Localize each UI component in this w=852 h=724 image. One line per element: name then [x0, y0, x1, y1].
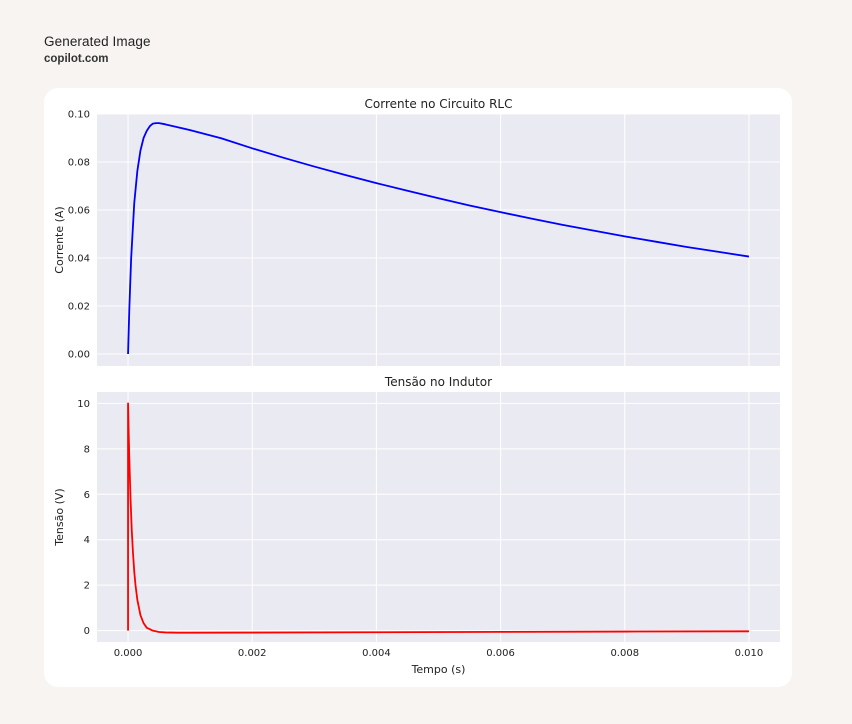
current-plot-area: [97, 114, 780, 366]
voltage-x-tick-label: 0.008: [610, 648, 639, 659]
voltage-plot: 0 2 4 6 8 10 0.000 0.002 0.004 0.006 0.008 0.010 T…: [53, 375, 780, 676]
current-y-tick-label: 0.08: [68, 158, 90, 169]
voltage-x-tick-label: 0.010: [735, 648, 764, 659]
voltage-y-tick-label: 10: [77, 399, 90, 410]
voltage-chart-title: Tensão no Indutor: [384, 375, 492, 389]
header-title: Generated Image: [44, 34, 151, 49]
current-chart-title: Corrente no Circuito RLC: [365, 97, 513, 111]
current-series-line: [127, 122, 750, 355]
current-plot: 0.00 0.02 0.04 0.06 0.08 0.10 Corrente no Cir…: [53, 97, 780, 366]
voltage-x-tick-label: 0.002: [238, 648, 267, 659]
voltage-x-tick-label: 0.004: [362, 648, 391, 659]
current-series: [127, 122, 750, 355]
voltage-series-line: [127, 402, 749, 634]
voltage-x-tick-label: 0.006: [486, 648, 515, 659]
voltage-y-tick-label: 8: [84, 444, 90, 455]
voltage-y-ticks: 0 2 4 6 8 10: [77, 399, 90, 637]
voltage-series: [127, 402, 749, 634]
voltage-y-tick-label: 6: [84, 490, 90, 501]
voltage-plot-area: [97, 392, 780, 642]
voltage-y-tick-label: 0: [84, 626, 90, 637]
current-y-ticks: 0.00 0.02 0.04 0.06 0.08 0.10: [68, 110, 90, 361]
voltage-x-tick-label: 0.000: [114, 648, 143, 659]
chart-card: 0.00 0.02 0.04 0.06 0.08 0.10 Corrente no Cir…: [44, 88, 792, 687]
current-grid: [97, 113, 780, 366]
voltage-y-tick-label: 4: [84, 535, 90, 546]
current-y-tick-label: 0.00: [68, 350, 90, 361]
voltage-y-axis-label: Tensão (V): [53, 488, 66, 546]
voltage-x-ticks: 0.000 0.002 0.004 0.006 0.008 0.010: [114, 648, 764, 659]
header-source: copilot.com: [44, 53, 109, 65]
current-y-tick-label: 0.06: [68, 206, 90, 217]
voltage-y-tick-label: 2: [84, 581, 90, 592]
current-y-tick-label: 0.02: [68, 302, 90, 313]
current-y-tick-label: 0.10: [68, 110, 90, 121]
chart-figure: 0.00 0.02 0.04 0.06 0.08 0.10 Corrente no Cir…: [53, 97, 780, 676]
voltage-x-axis-label: Tempo (s): [411, 663, 466, 676]
current-y-tick-label: 0.04: [68, 254, 90, 265]
current-y-axis-label: Corrente (A): [53, 206, 66, 273]
